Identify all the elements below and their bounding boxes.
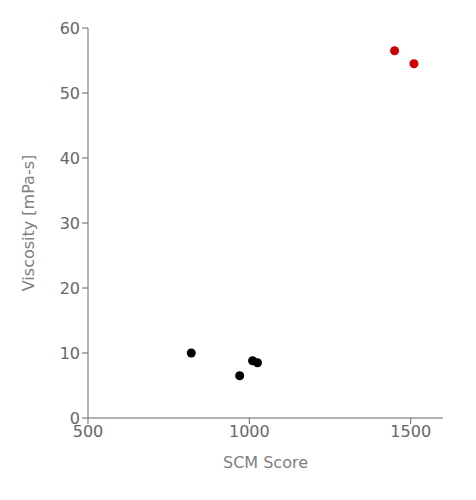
svg-text:0: 0 — [70, 409, 80, 428]
svg-text:50: 50 — [60, 84, 80, 103]
svg-text:500: 500 — [72, 422, 104, 442]
svg-text:20: 20 — [60, 279, 80, 298]
svg-text:30: 30 — [60, 214, 80, 233]
svg-text:40: 40 — [60, 149, 80, 168]
svg-text:1500: 1500 — [390, 422, 431, 441]
svg-text:10: 10 — [60, 344, 80, 363]
svg-text:1000: 1000 — [229, 422, 270, 441]
svg-text:Viscosity [mPa-s]: Viscosity [mPa-s] — [19, 155, 38, 291]
svg-text:SCM Score: SCM Score — [223, 453, 308, 472]
svg-text:60: 60 — [60, 19, 80, 38]
